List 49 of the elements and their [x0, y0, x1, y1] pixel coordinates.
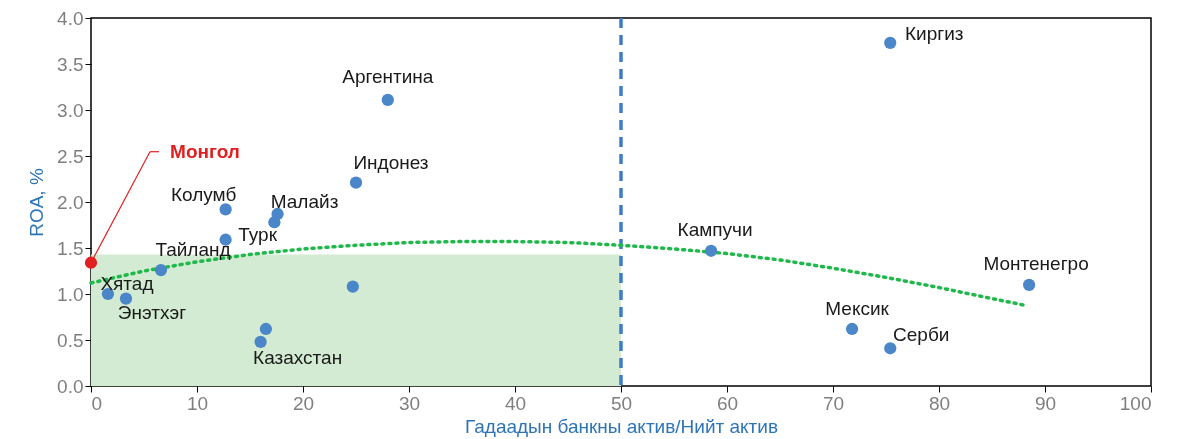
point [884, 36, 897, 49]
x-axis-title: Гадаадын банкны актив/Нийт актив [465, 415, 778, 437]
y-tick-label: 1.0 [57, 283, 84, 305]
x-tick-label: 80 [928, 392, 951, 414]
annotation: Турк [238, 223, 278, 245]
x-tick-label: 100 [1119, 392, 1152, 414]
x-tick-label: 40 [504, 392, 527, 414]
x-tick-label: 70 [822, 392, 845, 414]
y-tick-label: 3.5 [57, 53, 84, 75]
y-tick-label: 0.5 [57, 329, 84, 351]
y-tick-label: 1.5 [57, 237, 84, 259]
annotation: Индонез [353, 151, 429, 173]
x-tick-label: 90 [1034, 392, 1057, 414]
annotation: Колумб [170, 184, 237, 206]
point [259, 322, 273, 336]
point [268, 216, 281, 229]
y-tick-label: 0.0 [57, 375, 84, 397]
x-tick-label: 60 [716, 392, 739, 414]
annotation: Хятад [100, 273, 154, 294]
annotation: Тайланд [155, 239, 231, 261]
x-tick-label: 0 [91, 392, 103, 414]
point [381, 93, 394, 106]
annotation: Энэтхэг [117, 301, 187, 323]
y-tick-label: 2.5 [57, 145, 84, 167]
point [349, 176, 363, 189]
annotation: Серби [893, 324, 950, 346]
annotation: Малайз [270, 190, 339, 212]
x-tick-label: 20 [292, 392, 315, 414]
point [254, 335, 267, 348]
annotation: Киргиз [904, 22, 964, 44]
annotation: Мексик [825, 297, 890, 319]
point [346, 280, 359, 293]
x-tick-label: 50 [610, 392, 633, 414]
y-tick-label: 4.0 [57, 7, 84, 29]
y-tick-label: 2.0 [57, 191, 84, 213]
annotation: Аргентина [342, 65, 434, 87]
x-tick-label: 30 [398, 392, 421, 414]
annotation: Казахстан [253, 346, 343, 368]
annotation: Монгол [170, 140, 240, 162]
annotation: Кампучи [677, 218, 753, 240]
point [845, 322, 859, 336]
annotation: Монтенегро [983, 252, 1089, 274]
point [1022, 278, 1036, 291]
y-axis-title: ROA, % [26, 168, 48, 237]
point [704, 244, 718, 257]
point [154, 263, 168, 277]
point [84, 256, 98, 269]
x-tick-label: 10 [186, 392, 209, 414]
y-tick-label: 3.0 [57, 99, 84, 121]
